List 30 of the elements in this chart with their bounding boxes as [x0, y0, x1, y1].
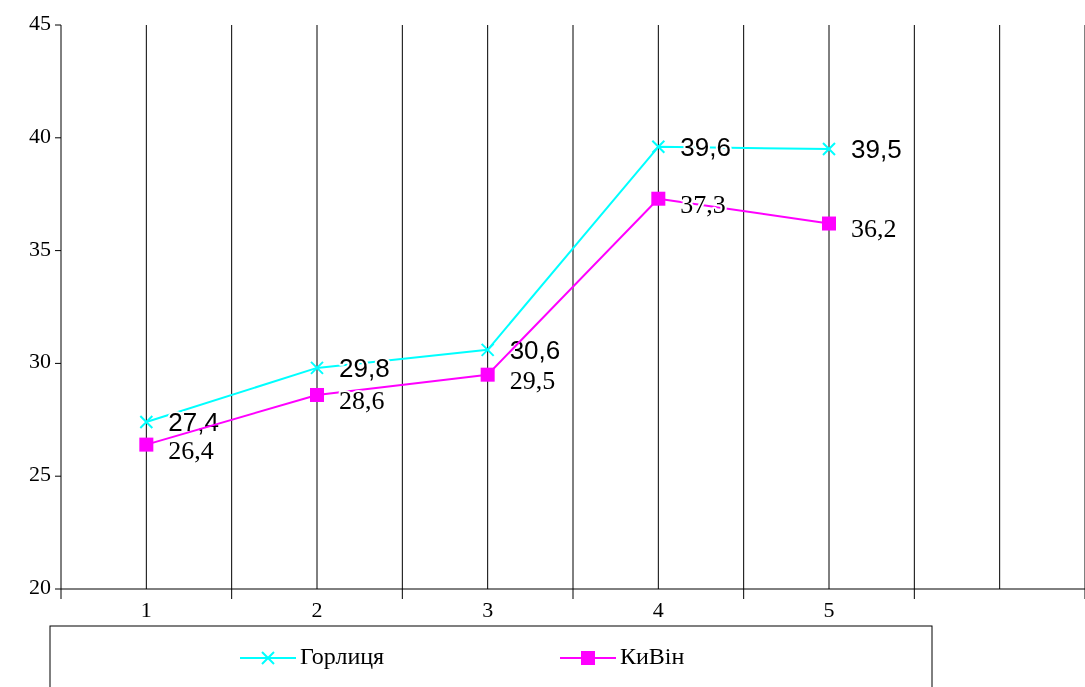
x-tick-label: 4 [652, 597, 664, 622]
point [822, 142, 836, 157]
point [310, 360, 324, 375]
point [651, 139, 666, 154]
data-label: 29,5 [509, 365, 556, 395]
data-label: 39,5 [851, 133, 902, 164]
point [480, 342, 495, 357]
point [651, 191, 666, 206]
data-label: 27,4 [168, 406, 219, 437]
data-label: 36,2 [851, 214, 897, 244]
y-tick-label: 20 [29, 574, 51, 600]
y-tick-label: 40 [29, 122, 51, 148]
y-tick-label: 25 [29, 461, 51, 487]
data-label: 28,6 [339, 385, 385, 415]
y-tick-label: 30 [29, 348, 51, 374]
x-tick-label: 5 [823, 597, 835, 622]
data-label: 26,4 [168, 435, 214, 465]
point [310, 387, 324, 402]
x-tick-label: 3 [482, 597, 494, 622]
point [139, 415, 154, 430]
point [822, 216, 836, 231]
point [480, 367, 495, 382]
x-tick-label: 2 [311, 597, 323, 622]
data-label: 30,6 [509, 334, 561, 365]
y-tick-label: 35 [29, 235, 51, 261]
y-tick-label: 45 [29, 10, 51, 36]
x-tick-label: 1 [140, 597, 152, 622]
legend-label: КиВін [620, 642, 685, 669]
legend-label: Горлиця [300, 642, 385, 669]
point [139, 437, 154, 452]
